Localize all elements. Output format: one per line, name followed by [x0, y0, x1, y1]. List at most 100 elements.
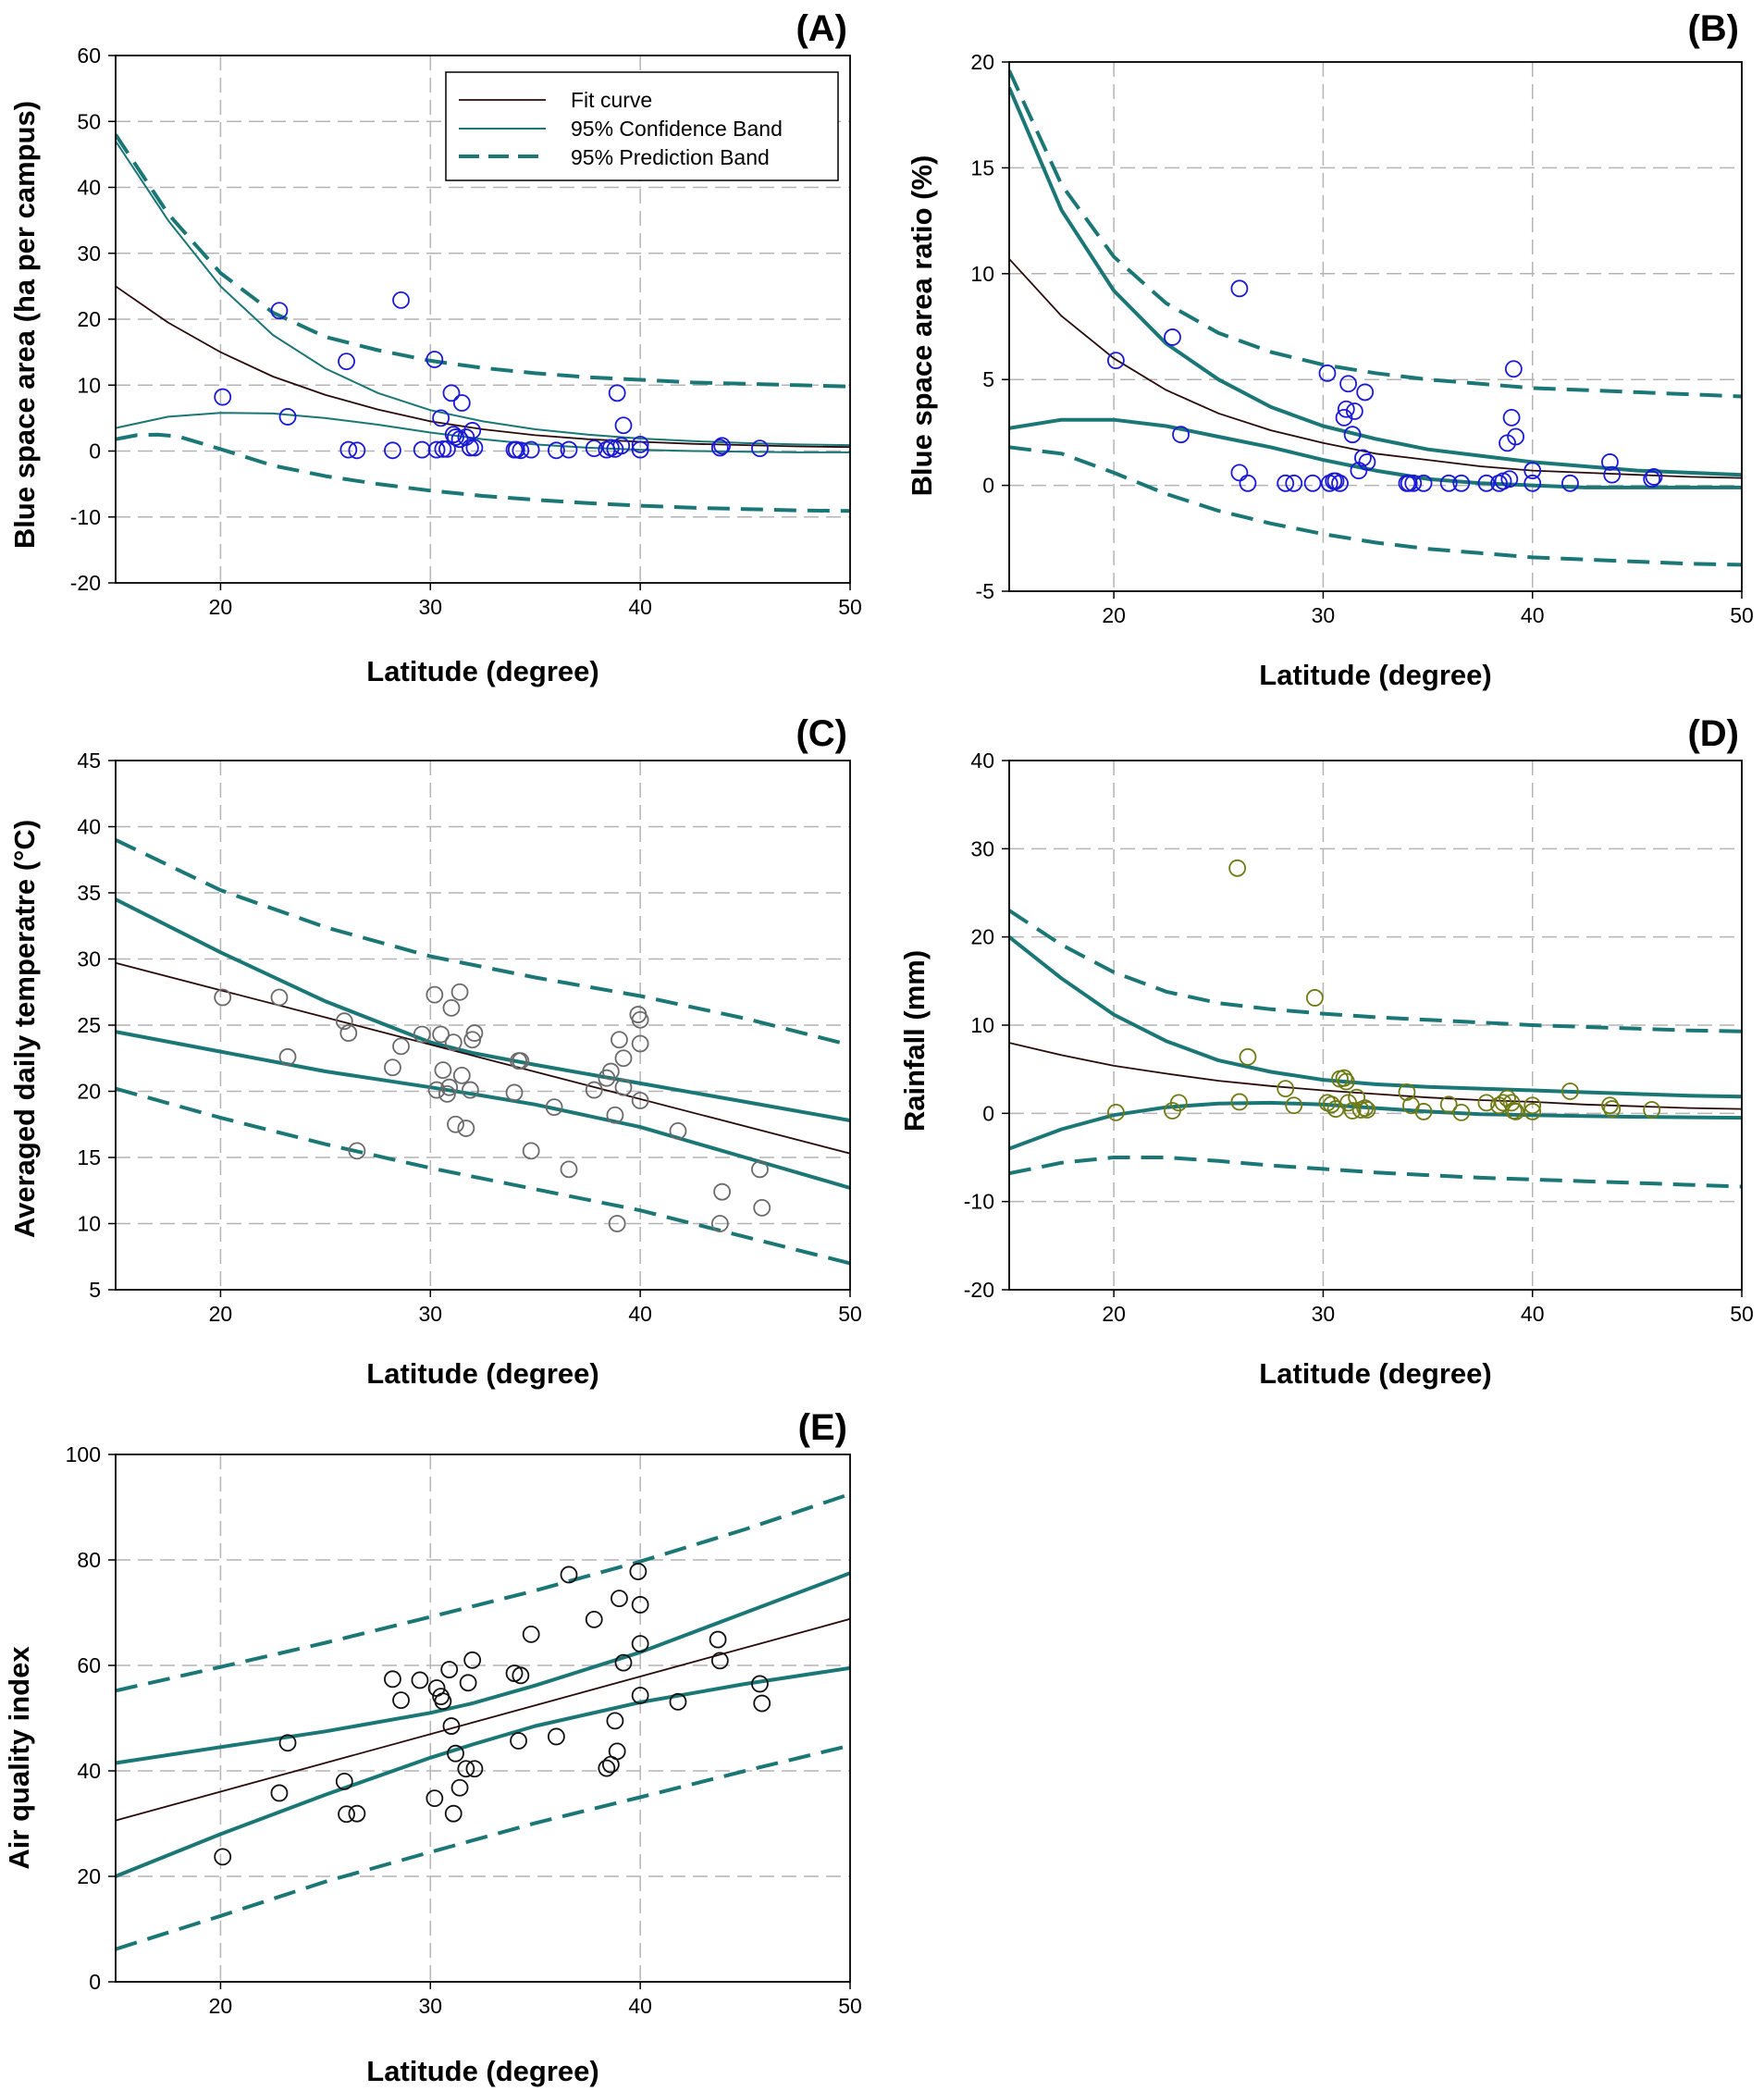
panel-c-ytick-label: 35 — [77, 881, 101, 905]
panel-e-data-point — [457, 1760, 475, 1778]
panel-a-xtick-label: 20 — [209, 595, 233, 619]
panel-b-data-point — [1358, 453, 1376, 471]
panel-c-data-point — [522, 1142, 540, 1160]
panel-b: (B) Latitude (degree) Blue space area ra… — [906, 8, 1754, 691]
panel-a-data-point — [432, 409, 450, 427]
panel-a-data-point — [548, 441, 565, 460]
panel-a-data-point — [392, 291, 410, 309]
panel-e-data-point — [442, 1717, 461, 1735]
panel-d-data-point — [1398, 1083, 1416, 1101]
panel-e-xtick-label: 30 — [418, 1994, 442, 2018]
panel-c-data-point — [432, 1025, 450, 1044]
panel-b-ytick-label: 20 — [970, 50, 994, 74]
panel-a-confidence-band-upper — [116, 141, 850, 447]
panel-e-data-point — [450, 1778, 469, 1797]
panel-b-frame — [1008, 61, 1743, 592]
panel-e-data-point — [548, 1727, 565, 1746]
panel-a-ytick-label: 40 — [77, 176, 101, 200]
panel-c-data-point — [335, 1012, 353, 1031]
legend-box — [445, 71, 839, 181]
panel-c-ytick-label: 45 — [77, 749, 101, 773]
panel-d-data-point — [1477, 1094, 1496, 1112]
panel-b-label: (B) — [1687, 8, 1739, 49]
panel-a-data-point — [465, 439, 484, 457]
panel-a-fit-curve — [116, 285, 850, 449]
panel-a-xlabel: Latitude (degree) — [366, 655, 598, 687]
panel-a-data-point — [512, 441, 530, 460]
panel-d-data-point — [1414, 1103, 1433, 1120]
panel-d-ytick-label: -20 — [964, 1278, 994, 1302]
panel-a-data-point — [339, 440, 358, 459]
panel-e-data-point — [426, 1789, 444, 1808]
panel-e-curves — [116, 1491, 850, 1951]
panel-c-ylabel: Averaged daily temperatre (°C) — [8, 820, 41, 1238]
panel-a-data-point — [214, 388, 232, 406]
panel-a-data-point — [413, 440, 431, 459]
panel-c-data-point — [465, 1024, 484, 1042]
panel-a-data-point — [612, 437, 631, 455]
panel-c-xtick-label: 40 — [628, 1302, 652, 1326]
panel-c-data-point — [447, 1115, 464, 1133]
panel-b-data-point — [1414, 474, 1433, 492]
panel-d-ytick-label: 30 — [970, 836, 994, 860]
panel-d-data-point — [1523, 1096, 1542, 1115]
panel-d-data-point — [1323, 1095, 1340, 1114]
panel-d-data-point — [1230, 1093, 1249, 1111]
panel-c-ytick-label: 10 — [77, 1212, 101, 1236]
panel-b-data-point — [1303, 474, 1322, 492]
panel-b-xtick-label: 30 — [1312, 603, 1336, 627]
panel-c-ytick-label: 20 — [77, 1080, 101, 1104]
panel-e-xtick-label: 50 — [838, 1994, 862, 2018]
panel-b-data-point — [1504, 360, 1523, 378]
panel-c-data-point — [463, 1031, 482, 1049]
panel-e-data-point — [278, 1734, 297, 1752]
panel-d-ytick-label: 10 — [970, 1013, 994, 1037]
panel-b-data-point — [1172, 426, 1190, 444]
panel-a-curves — [116, 133, 850, 513]
panel-c-data-point — [669, 1122, 687, 1140]
panel-c-ytick-label: 5 — [89, 1278, 101, 1302]
panel-a-ytick-label: 0 — [89, 439, 101, 464]
panel-b-data-point — [1356, 383, 1375, 402]
panel-e-xlabel: Latitude (degree) — [366, 2055, 598, 2087]
panel-c-data-point — [413, 1025, 431, 1044]
panel-a-data-point — [461, 439, 479, 457]
panel-c-data-point — [426, 985, 444, 1004]
panel-b-xtick-label: 20 — [1102, 603, 1126, 627]
panel-c-data-point — [611, 1031, 628, 1049]
panel-d-data-point — [1561, 1083, 1579, 1100]
panel-e-data-point — [434, 1692, 452, 1711]
panel-b-data-point — [1164, 328, 1181, 346]
panel-e-data-point — [585, 1611, 603, 1628]
panel-c-xlabel: Latitude (degree) — [366, 1357, 598, 1390]
panel-b-plot: 20 30 40 50 -5 0 5 10 15 20 — [970, 50, 1753, 627]
panel-a-ytick-label: 10 — [77, 373, 101, 397]
panel-c-data-point — [339, 1024, 358, 1042]
panel-e-ylabel: Air quality index — [3, 1646, 35, 1870]
panel-d-data-point — [1337, 1072, 1355, 1091]
panel-b-data-point — [1404, 474, 1423, 492]
panel-d-fit-curve — [1009, 1042, 1742, 1110]
panel-d-data-point — [1348, 1088, 1366, 1107]
panel-e-confidence-band-lower — [116, 1665, 850, 1878]
panel-e-data-point — [465, 1760, 484, 1778]
panel-d-xtick-label: 50 — [1730, 1302, 1754, 1326]
panel-e-label: (E) — [798, 1407, 847, 1448]
panel-c-data-point — [452, 1066, 471, 1084]
panel-e-data-point — [459, 1674, 477, 1692]
panel-b-ytick-label: -5 — [976, 579, 994, 603]
panel-c-label: (C) — [796, 713, 847, 754]
panel-c-data-point — [631, 1010, 649, 1029]
panel-d-prediction-band-lower — [1009, 1156, 1742, 1189]
panel-c-prediction-band-lower — [116, 1086, 850, 1266]
panel-d-ytick-label: -10 — [964, 1190, 994, 1214]
panel-a-data-point — [384, 441, 401, 460]
panel-a-data-point — [751, 439, 769, 458]
panel-c-plot: 20 30 40 50 5 10 15 20 25 30 35 40 45 — [77, 749, 861, 1326]
panel-c-data-point — [270, 988, 289, 1007]
panel-e-data-point — [709, 1630, 727, 1649]
panel-e-data-point — [411, 1671, 429, 1689]
panel-e-ytick-label: 80 — [77, 1548, 101, 1572]
panel-b-data-point — [1561, 474, 1579, 492]
panel-b-data-point — [1643, 470, 1661, 489]
